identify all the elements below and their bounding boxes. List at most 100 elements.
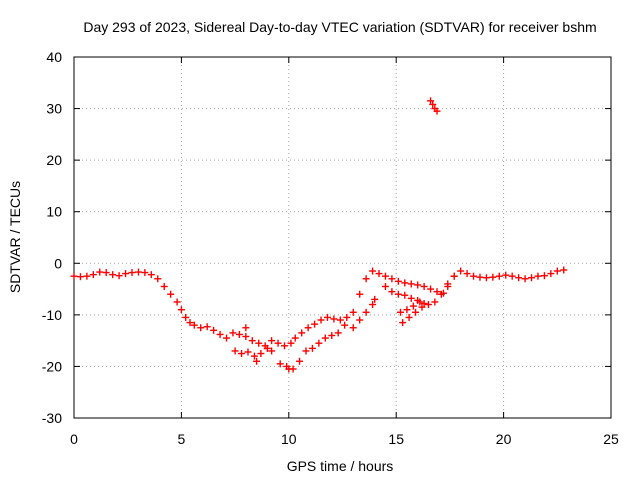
data-point	[323, 313, 331, 321]
data-point	[560, 266, 568, 274]
data-point	[414, 281, 422, 289]
data-point	[396, 308, 404, 316]
data-point	[89, 271, 97, 279]
data-point	[210, 326, 218, 334]
data-point	[482, 274, 490, 282]
data-point	[83, 272, 91, 280]
y-tick-label: 0	[54, 255, 62, 271]
data-point	[343, 313, 351, 321]
data-point	[405, 313, 413, 321]
data-point	[128, 269, 136, 277]
data-point	[433, 288, 441, 296]
data-point	[285, 365, 293, 373]
x-tick-label: 5	[178, 431, 186, 447]
data-point	[242, 324, 250, 332]
data-point	[244, 348, 252, 356]
data-point	[268, 347, 276, 355]
data-point	[250, 352, 258, 360]
data-point	[296, 357, 304, 365]
data-point	[476, 273, 484, 281]
data-point	[403, 306, 411, 314]
data-point	[349, 308, 357, 316]
data-point	[160, 282, 168, 290]
data-point	[534, 272, 542, 280]
data-point	[177, 306, 185, 314]
x-tick-label: 10	[281, 431, 297, 447]
data-point	[362, 275, 370, 283]
data-point	[528, 274, 536, 282]
data-point	[336, 316, 344, 324]
data-point	[394, 277, 402, 285]
data-point	[450, 272, 458, 280]
data-point	[281, 342, 289, 350]
data-point	[495, 272, 503, 280]
data-point	[424, 301, 432, 309]
data-point	[173, 298, 181, 306]
data-point	[334, 329, 342, 337]
data-point	[197, 324, 205, 332]
data-point	[141, 269, 149, 277]
data-point	[444, 282, 452, 290]
data-point	[540, 272, 548, 280]
y-tick-label: 20	[46, 152, 62, 168]
data-point	[502, 271, 510, 279]
data-point	[515, 274, 523, 282]
data-point	[229, 329, 237, 337]
data-point	[407, 280, 415, 288]
data-point	[420, 300, 428, 308]
data-points	[70, 97, 568, 373]
axis-ticks: 0 5 10 15 20 25 -30 -20 -10 0 10 20 30 40	[42, 49, 619, 447]
data-point	[381, 272, 389, 280]
data-point	[302, 347, 310, 355]
data-point	[437, 290, 445, 298]
data-point	[420, 282, 428, 290]
data-point	[182, 313, 190, 321]
data-point	[463, 270, 471, 278]
data-point	[362, 308, 370, 316]
data-point	[547, 270, 555, 278]
data-point	[231, 347, 239, 355]
data-point	[274, 339, 282, 347]
data-point	[328, 331, 336, 339]
x-tick-label: 20	[496, 431, 512, 447]
data-point	[76, 273, 84, 281]
data-point	[287, 339, 295, 347]
data-point	[253, 357, 261, 365]
data-point	[122, 270, 130, 278]
plot-area	[73, 56, 612, 419]
y-tick-label: -20	[42, 358, 62, 374]
data-point	[399, 319, 407, 327]
data-point	[102, 269, 110, 277]
data-point	[291, 334, 299, 342]
y-tick-label: 10	[46, 204, 62, 220]
data-point	[341, 321, 349, 329]
chart-title: Day 293 of 2023, Sidereal Day-to-day VTE…	[83, 19, 596, 35]
y-axis-label: SDTVAR / TECUs	[7, 181, 23, 293]
data-point	[330, 315, 338, 323]
x-axis-label: GPS time / hours	[287, 458, 394, 474]
data-point	[268, 337, 276, 345]
data-point	[407, 294, 415, 302]
data-point	[409, 302, 417, 310]
data-point	[298, 329, 306, 337]
data-point	[508, 272, 516, 280]
data-point	[96, 268, 104, 276]
data-point	[394, 290, 402, 298]
data-point	[416, 298, 424, 306]
data-point	[70, 272, 78, 280]
x-tick-label: 0	[70, 431, 78, 447]
data-point	[369, 267, 377, 275]
data-point	[255, 339, 263, 347]
data-point	[223, 334, 231, 342]
data-point	[263, 344, 271, 352]
data-point	[429, 100, 437, 108]
data-point	[401, 291, 409, 299]
data-point	[489, 273, 497, 281]
data-point	[321, 334, 329, 342]
data-point	[521, 275, 529, 283]
data-point	[134, 268, 142, 276]
x-tick-label: 25	[603, 431, 619, 447]
data-point	[427, 97, 435, 105]
y-tick-label: -30	[42, 410, 62, 426]
